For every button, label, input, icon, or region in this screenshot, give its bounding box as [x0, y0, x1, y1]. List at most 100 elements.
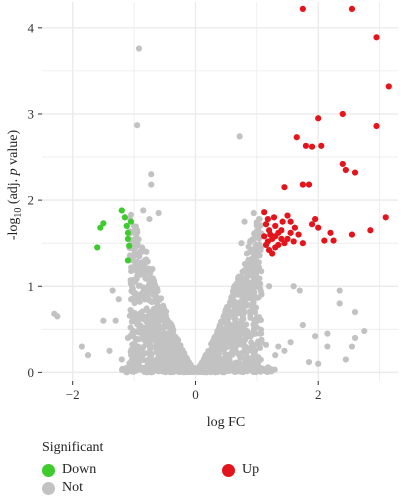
point-down	[97, 224, 104, 231]
y-axis-title: -log10 (adj. p value)	[6, 130, 24, 241]
point-not	[149, 265, 156, 273]
point-not-significant	[156, 296, 163, 303]
point-up	[279, 218, 286, 225]
point-not-significant	[127, 367, 134, 374]
point-not-significant	[168, 343, 175, 350]
point-down	[121, 214, 128, 221]
point-up	[318, 142, 325, 149]
point-not	[351, 308, 359, 316]
point-down	[118, 207, 125, 214]
point-not-significant	[136, 316, 143, 323]
point-not-significant	[248, 259, 255, 266]
point-not-significant	[222, 318, 229, 325]
point-not-significant	[157, 354, 164, 361]
point-not-significant	[254, 324, 261, 331]
point-not-significant	[149, 288, 156, 295]
point-not-significant	[199, 366, 206, 373]
point-not-significant	[233, 280, 240, 287]
point-not	[155, 209, 162, 217]
point-up	[281, 184, 288, 191]
point-not-significant	[140, 328, 147, 335]
point-not-significant	[135, 283, 142, 290]
point-up	[348, 5, 356, 12]
point-up	[308, 221, 316, 228]
point-up	[305, 181, 313, 188]
point-not-significant	[176, 355, 183, 362]
point-not-significant	[254, 354, 261, 361]
point-not-significant	[239, 349, 246, 356]
point-up	[299, 5, 306, 12]
point-not-significant	[152, 322, 159, 329]
point-not-significant	[252, 347, 259, 354]
point-not-significant	[155, 366, 162, 373]
point-not-significant	[230, 299, 237, 306]
legend: Significant Down Not Up	[42, 440, 372, 498]
point-not-significant	[222, 366, 229, 373]
point-not-significant	[142, 275, 149, 282]
point-up	[262, 221, 270, 228]
point-not	[112, 317, 119, 324]
point-up	[291, 224, 298, 231]
point-down	[124, 257, 132, 264]
point-not-significant	[154, 312, 161, 319]
point-not-significant	[207, 354, 214, 361]
point-not-significant	[251, 294, 258, 301]
legend-label-up: Up	[242, 462, 260, 477]
point-not	[130, 265, 138, 273]
x-tick-label: −2	[66, 387, 80, 402]
point-not-significant	[146, 346, 153, 353]
point-not-significant	[163, 308, 170, 315]
point-up	[348, 231, 356, 238]
point-up	[308, 143, 316, 150]
series-not	[51, 45, 368, 367]
point-not-significant	[185, 365, 192, 372]
point-up	[342, 166, 349, 174]
point-not-significant	[210, 338, 217, 345]
point-not-significant	[193, 366, 200, 373]
point-not-significant	[147, 323, 154, 330]
point-not-significant	[251, 230, 258, 237]
point-not	[351, 334, 359, 342]
legend-item-not: Not	[42, 480, 83, 496]
point-up	[385, 83, 392, 90]
point-not-significant	[127, 211, 134, 218]
point-not	[238, 240, 245, 247]
y-tick-label: 4	[28, 20, 35, 35]
point-not-significant	[257, 344, 264, 351]
y-tick-label: 1	[28, 279, 35, 294]
point-not-significant	[130, 317, 137, 324]
point-not-significant	[224, 355, 231, 362]
point-not-significant	[230, 308, 237, 315]
plot-area	[42, 2, 398, 381]
point-not-significant	[141, 369, 148, 376]
point-not	[115, 296, 122, 303]
point-up	[261, 209, 268, 216]
point-not-significant	[129, 288, 136, 295]
point-not-significant	[217, 334, 224, 341]
point-not-significant	[132, 236, 139, 243]
point-not-significant	[128, 283, 135, 290]
point-not	[348, 343, 356, 350]
point-not	[241, 218, 248, 225]
point-not-significant	[154, 285, 161, 292]
point-not-significant	[239, 311, 246, 318]
point-not	[256, 330, 263, 337]
point-not-significant	[141, 291, 148, 298]
point-not-significant	[207, 359, 214, 366]
legend-title: Significant	[42, 440, 104, 455]
point-not-significant	[234, 324, 241, 331]
point-not	[324, 330, 331, 337]
point-not-significant	[136, 336, 143, 343]
point-not-significant	[174, 337, 181, 344]
point-up	[367, 227, 374, 234]
x-axis-title: log FC	[207, 415, 246, 430]
point-not-significant	[243, 349, 250, 356]
point-not-significant	[169, 351, 176, 358]
point-not-significant	[223, 327, 230, 334]
point-not	[143, 248, 150, 255]
point-not-significant	[152, 357, 159, 364]
point-up	[299, 181, 306, 188]
point-not-significant	[133, 367, 140, 374]
point-not-significant	[143, 318, 150, 325]
point-not-significant	[212, 353, 219, 360]
